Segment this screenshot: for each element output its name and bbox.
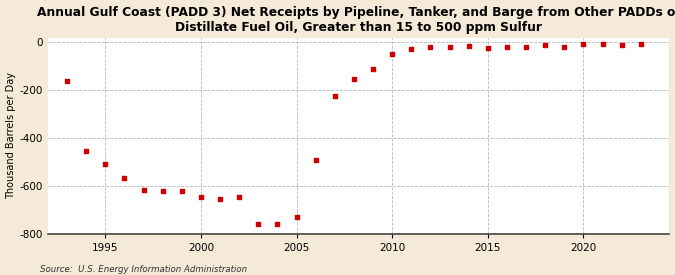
Point — [597, 42, 608, 46]
Point — [540, 43, 551, 47]
Point — [157, 189, 168, 193]
Point — [635, 42, 646, 46]
Point — [578, 42, 589, 46]
Point — [483, 46, 493, 51]
Point — [310, 158, 321, 162]
Title: Annual Gulf Coast (PADD 3) Net Receipts by Pipeline, Tanker, and Barge from Othe: Annual Gulf Coast (PADD 3) Net Receipts … — [37, 6, 675, 34]
Point — [119, 175, 130, 180]
Point — [463, 44, 474, 48]
Point — [234, 195, 244, 199]
Point — [100, 162, 111, 167]
Point — [272, 222, 283, 227]
Point — [520, 44, 531, 49]
Point — [387, 52, 398, 56]
Point — [291, 215, 302, 219]
Point — [368, 67, 379, 71]
Point — [444, 45, 455, 49]
Point — [406, 47, 416, 52]
Point — [196, 195, 207, 199]
Point — [176, 189, 187, 193]
Y-axis label: Thousand Barrels per Day: Thousand Barrels per Day — [5, 72, 16, 199]
Point — [425, 45, 436, 49]
Point — [81, 149, 92, 153]
Point — [502, 44, 512, 49]
Point — [61, 78, 72, 83]
Point — [329, 94, 340, 98]
Point — [559, 44, 570, 49]
Point — [348, 77, 359, 82]
Point — [616, 43, 627, 47]
Text: Source:  U.S. Energy Information Administration: Source: U.S. Energy Information Administ… — [40, 265, 248, 274]
Point — [138, 187, 149, 192]
Point — [215, 197, 225, 201]
Point — [253, 222, 264, 227]
